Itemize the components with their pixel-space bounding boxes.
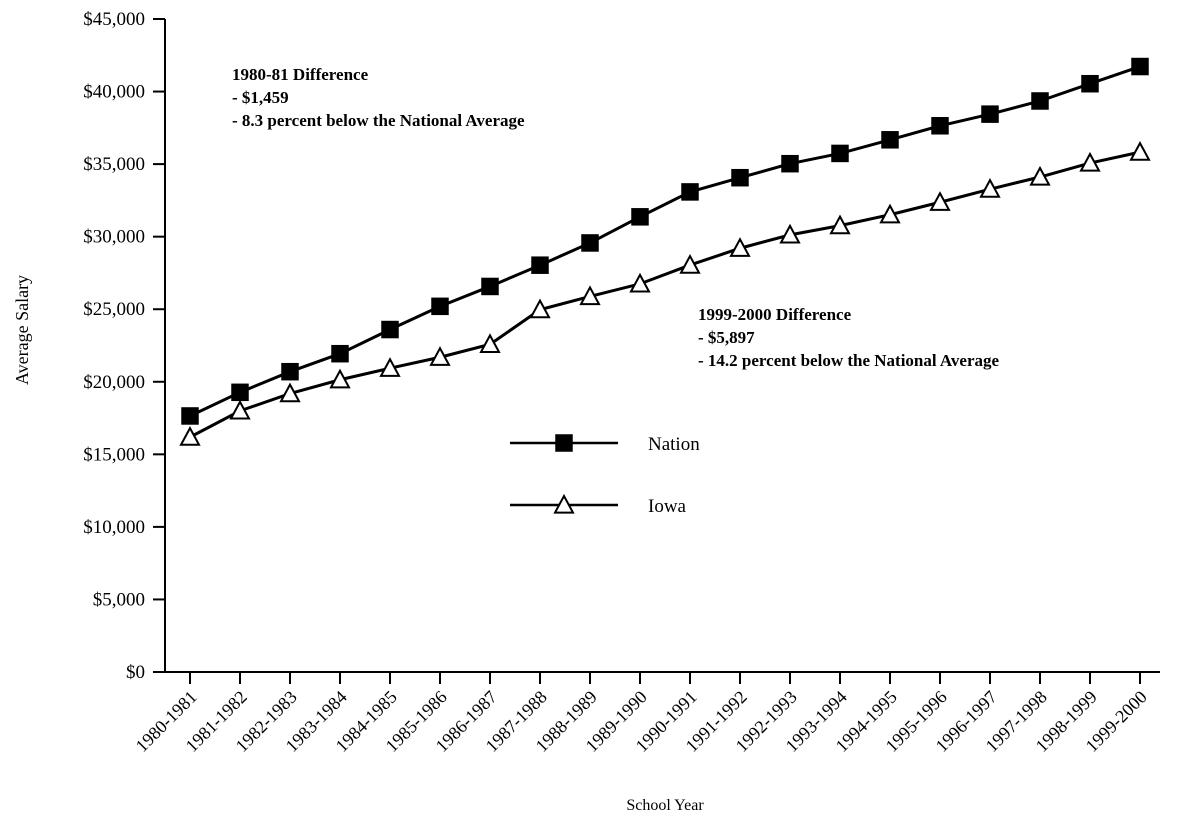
y-tick-label: $0 [126, 662, 145, 683]
nation-point [431, 297, 449, 316]
iowa-point [279, 382, 301, 403]
nation-point [181, 407, 199, 425]
nation-point [681, 183, 699, 201]
series-nation [181, 57, 1149, 425]
series-group [179, 57, 1151, 446]
iowa-point [929, 191, 951, 211]
iowa-point [1079, 151, 1101, 172]
nation-point [1081, 74, 1099, 93]
nation-point [831, 144, 849, 163]
nation-point [881, 131, 899, 149]
y-tick-label: $30,000 [83, 227, 145, 248]
annotations: 1980-81 Difference - $1,459 - 8.3 percent … [232, 65, 1000, 370]
y-tick-label: $20,000 [83, 372, 145, 393]
nation-point [581, 234, 599, 252]
legend-square-marker [555, 434, 573, 452]
legend: Nation Iowa [510, 434, 700, 517]
iowa-point [479, 333, 501, 354]
nation-point [631, 208, 649, 226]
iowa-line [189, 150, 1141, 439]
nation-point [1031, 92, 1049, 110]
iowa-point [779, 223, 801, 244]
annotation-1: 1980-81 Difference - $1,459 - 8.3 percent … [232, 65, 525, 130]
nation-point [381, 320, 399, 339]
nation-point [781, 154, 799, 173]
nation-point [931, 117, 949, 135]
x-axis-title: School Year [626, 797, 704, 814]
iowa-point [529, 298, 551, 319]
y-tick-label: $5,000 [93, 589, 145, 610]
nation-point [281, 362, 299, 381]
iowa-point [1029, 165, 1051, 186]
nation-point [331, 344, 349, 363]
nation-point [531, 256, 549, 274]
legend-label: Nation [648, 434, 700, 455]
annotation-line: 1999-2000 Difference [698, 305, 852, 324]
y-tick-label: $10,000 [83, 517, 145, 538]
iowa-point [829, 214, 851, 235]
nation-point [481, 277, 499, 296]
iowa-point [629, 272, 651, 293]
nation-point [731, 168, 749, 187]
iowa-point [379, 357, 401, 377]
y-axis-title: Average Salary [12, 275, 32, 385]
iowa-point [1129, 141, 1151, 161]
iowa-point [879, 203, 901, 224]
y-tick-label: $45,000 [83, 9, 145, 30]
annotation-line: 1980-81 Difference [232, 65, 369, 84]
nation-point [231, 383, 249, 402]
axes [153, 18, 1160, 684]
annotation-line: - $1,459 [232, 88, 289, 107]
annotation-2: 1999-2000 Difference - $5,897 - 14.2 perce… [698, 305, 1000, 370]
iowa-point [979, 178, 1001, 198]
iowa-point [329, 368, 351, 389]
legend-label: Iowa [648, 496, 687, 517]
legend-item-nation: Nation [510, 434, 700, 455]
annotation-line: - $5,897 [698, 328, 755, 347]
x-tick-labels: 1980-19811981-19821982-19831983-19841984… [132, 687, 1151, 756]
iowa-point [579, 285, 601, 306]
iowa-point [179, 426, 201, 446]
iowa-point [679, 253, 701, 274]
legend-triangle-marker [553, 493, 575, 514]
annotation-line: - 8.3 percent below the National Average [232, 111, 525, 130]
nation-point [981, 105, 999, 123]
series-iowa [179, 141, 1151, 446]
y-tick-label: $15,000 [83, 444, 145, 465]
iowa-point [229, 399, 251, 420]
annotation-line: - 14.2 percent below the National Averag… [698, 351, 1000, 370]
nation-point [1131, 57, 1149, 76]
iowa-point [729, 237, 751, 257]
y-tick-label: $40,000 [83, 82, 145, 103]
legend-item-iowa: Iowa [510, 493, 687, 517]
y-tick-labels: $0 $5,000 $10,000 $15,000 $20,000 $25,000 $30,… [83, 9, 145, 683]
y-tick-label: $25,000 [83, 299, 145, 320]
iowa-point [429, 346, 451, 366]
y-tick-label: $35,000 [83, 154, 145, 175]
